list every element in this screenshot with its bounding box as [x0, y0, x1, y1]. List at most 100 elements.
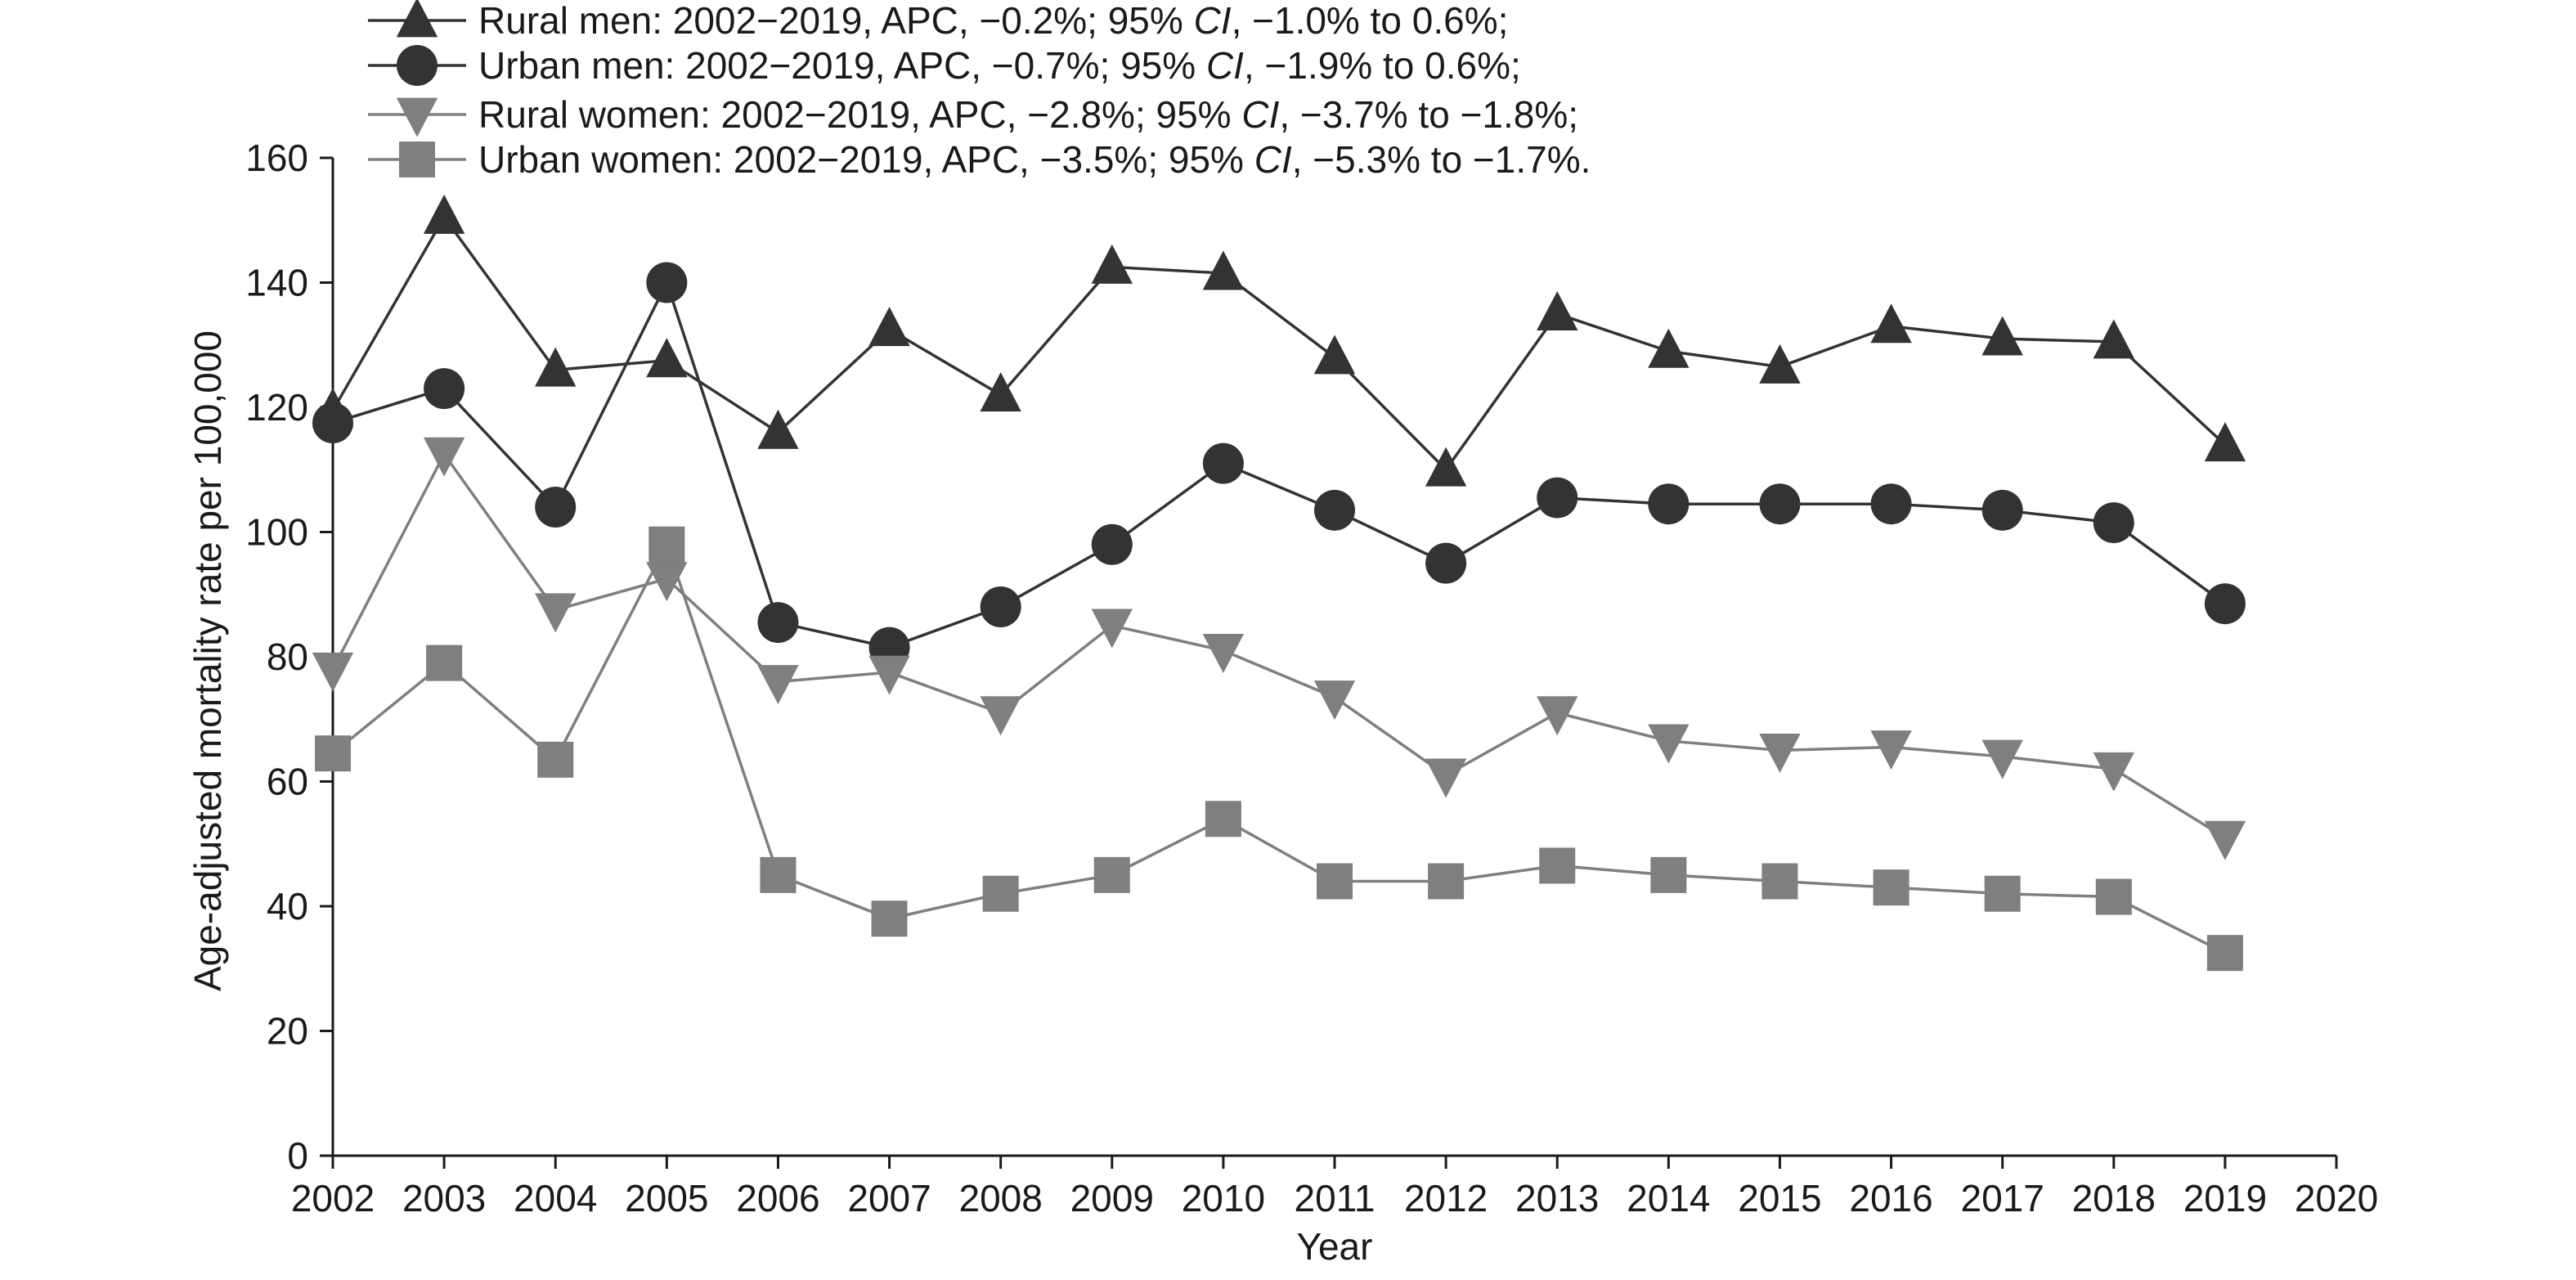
series-layer [312, 194, 2246, 972]
legend-label-part: Urban women: 2002−2019, APC, −3.5%; 95% [478, 138, 1254, 181]
legend-label: Rural women: 2002−2019, APC, −2.8%; 95% … [478, 93, 1578, 136]
x-tick-label: 2013 [1515, 1177, 1599, 1219]
data-point [1539, 847, 1576, 884]
y-tick-label: 100 [245, 511, 308, 554]
legend-label-part: Rural men: 2002−2019, APC, −0.2%; 95% [478, 0, 1194, 42]
data-point [424, 368, 465, 410]
data-point [426, 644, 463, 681]
y-tick-label: 0 [287, 1134, 308, 1177]
data-point [1313, 335, 1356, 375]
data-point [2095, 878, 2132, 915]
data-point [1759, 344, 1801, 384]
data-point [537, 741, 574, 778]
data-point [1984, 875, 2021, 912]
data-point [1202, 442, 1244, 484]
legend-label-italic: CI [1194, 0, 1232, 42]
legend: Rural men: 2002−2019, APC, −0.2%; 95% CI… [368, 0, 1591, 181]
x-tick-label: 2019 [2183, 1177, 2267, 1219]
data-point [1981, 489, 2023, 531]
data-point [1870, 730, 1912, 770]
data-point [2206, 935, 2243, 972]
legend-label-part: , −1.9% to 0.6%; [1244, 44, 1521, 87]
data-point [2204, 583, 2246, 625]
data-point [868, 655, 910, 695]
data-point [1313, 680, 1356, 721]
data-point [1761, 863, 1798, 900]
x-tick-label: 2018 [2072, 1177, 2156, 1219]
x-tick-label: 2016 [1849, 1177, 1932, 1219]
legend-marker [396, 97, 438, 137]
series-urban-men [312, 262, 2246, 668]
data-point [1093, 856, 1130, 893]
data-point [1759, 733, 1801, 773]
data-point [312, 402, 353, 444]
data-point [1981, 316, 2023, 356]
legend-entry: Urban women: 2002−2019, APC, −3.5%; 95% … [368, 138, 1591, 181]
legend-entry: Urban men: 2002−2019, APC, −0.7%; 95% CI… [368, 44, 1521, 87]
data-point [648, 526, 685, 563]
data-point [868, 307, 910, 347]
data-point [1650, 856, 1687, 893]
data-point [871, 900, 908, 937]
data-point [757, 602, 799, 644]
series-line [331, 214, 2227, 472]
data-point [2204, 422, 2246, 462]
x-tick-label: 2012 [1404, 1177, 1488, 1219]
y-tick-label: 160 [245, 137, 308, 179]
data-point [1648, 724, 1690, 764]
data-point [315, 735, 351, 772]
x-tick-label: 2003 [402, 1177, 486, 1219]
data-point [2093, 752, 2134, 792]
data-point [1428, 863, 1465, 900]
y-tick-label: 40 [267, 885, 308, 927]
legend-label-italic: CI [1241, 93, 1279, 136]
series-rural-women [312, 437, 2246, 860]
data-point [1537, 696, 1578, 736]
legend-marker [397, 45, 438, 86]
x-axis-title: Year [1297, 1225, 1373, 1268]
data-point [982, 875, 1019, 912]
legend-label-italic: CI [1206, 44, 1244, 87]
data-point [312, 652, 354, 692]
data-point [1648, 328, 1690, 368]
x-tick-label: 2007 [847, 1177, 931, 1219]
data-point [1091, 523, 1133, 565]
y-tick-label: 20 [267, 1010, 308, 1053]
data-point [2204, 820, 2246, 860]
x-tick-label: 2015 [1738, 1177, 1821, 1219]
x-tick-label: 2009 [1070, 1177, 1154, 1219]
legend-label-part: , −1.0% to 0.6%; [1232, 0, 1509, 42]
legend-label-italic: CI [1254, 138, 1292, 181]
data-point [1317, 863, 1353, 900]
x-tick-label: 2017 [1960, 1177, 2044, 1219]
y-tick-label: 120 [245, 386, 308, 429]
data-point [980, 696, 1021, 736]
data-point [2093, 319, 2134, 359]
data-point [1205, 801, 1241, 838]
data-point [1091, 244, 1133, 284]
data-point [1873, 869, 1910, 906]
data-point [757, 409, 799, 449]
data-point [1425, 542, 1467, 584]
series-line [331, 541, 2226, 954]
data-point [1202, 250, 1245, 290]
data-point [1537, 291, 1578, 331]
data-point [1981, 739, 2023, 779]
data-point [1425, 447, 1467, 487]
data-point [1537, 477, 1578, 519]
data-point [1314, 489, 1355, 531]
data-point [1870, 483, 1912, 525]
data-point [535, 593, 577, 633]
legend-label-part: Urban men: 2002−2019, APC, −0.7%; 95% [478, 44, 1206, 87]
x-tick-label: 2002 [291, 1177, 375, 1219]
legend-label: Urban men: 2002−2019, APC, −0.7%; 95% CI… [478, 44, 1521, 87]
y-axis-title: Age-adjusted mortality rate per 100,000 [186, 330, 229, 991]
data-point [1425, 758, 1467, 798]
series-urban-women [315, 526, 2243, 972]
data-point [757, 665, 799, 705]
data-point [980, 372, 1021, 412]
x-tick-label: 2010 [1182, 1177, 1265, 1219]
axes: 0 20 40 60 80 100 120 140 160 2002 2003 2004 2005 200… [245, 137, 2378, 1219]
y-tick-label: 80 [267, 636, 308, 678]
data-point [760, 856, 797, 893]
